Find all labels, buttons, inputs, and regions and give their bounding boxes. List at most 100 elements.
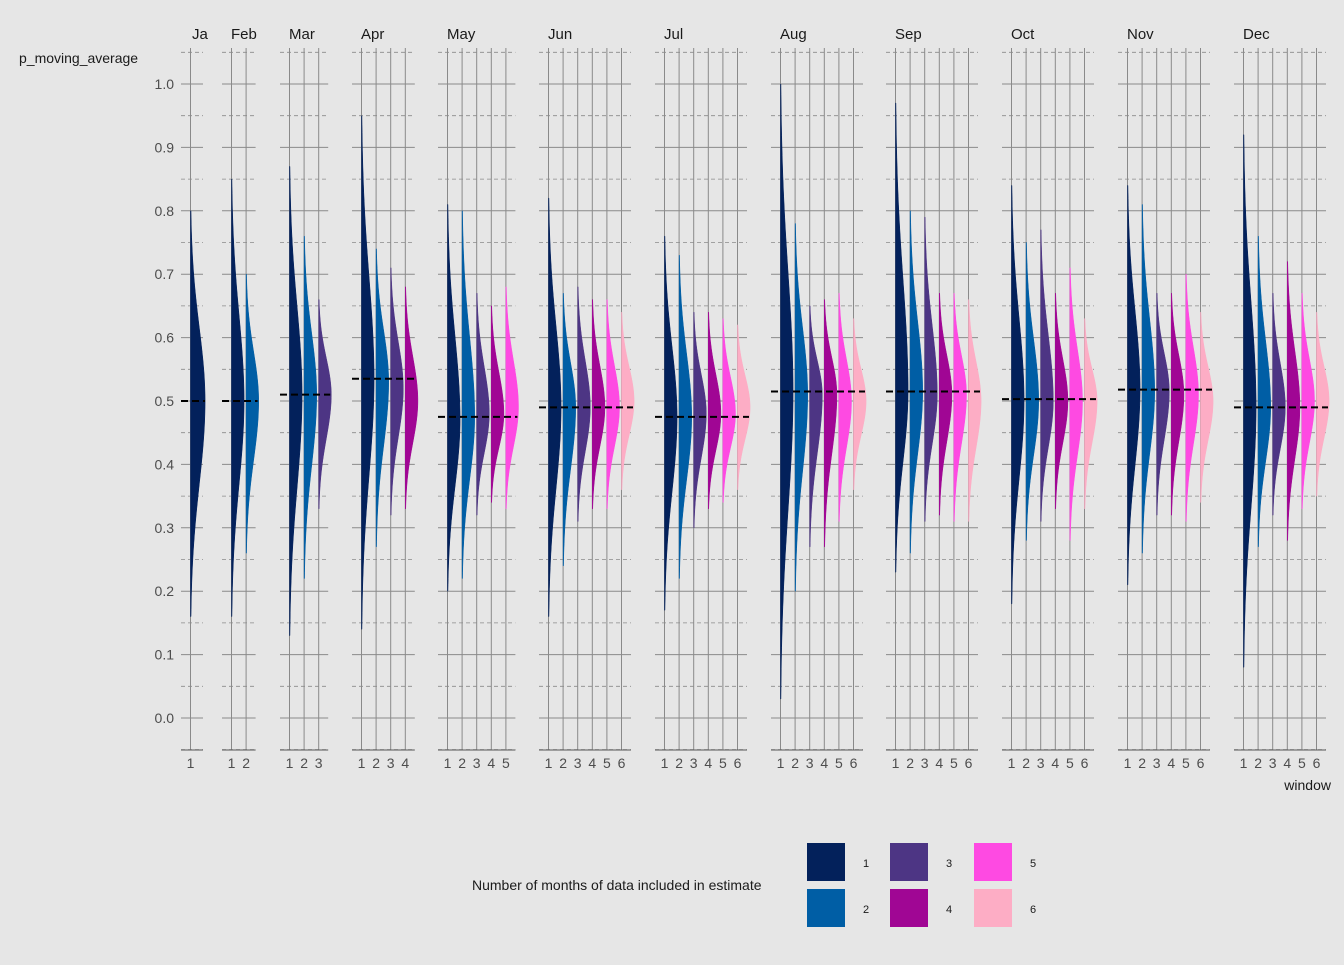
x-tick-label: 2 [458, 755, 466, 771]
facet-label: Aug [780, 26, 807, 43]
violin [895, 102, 909, 573]
x-tick-label: 1 [545, 755, 553, 771]
x-tick-label: 4 [1283, 755, 1291, 771]
x-tick-label: 2 [1138, 755, 1146, 771]
legend-item-label: 6 [1030, 904, 1036, 916]
violin [461, 210, 475, 579]
x-tick-label: 1 [1240, 755, 1248, 771]
violin [838, 292, 852, 522]
legend-key [974, 843, 1012, 881]
violin [231, 178, 245, 617]
legend-item-label: 4 [946, 904, 952, 916]
violin [924, 216, 938, 522]
x-tick-label: 5 [603, 755, 611, 771]
violin [1069, 267, 1083, 541]
violin [1141, 204, 1155, 554]
x-tick-label: 1 [1124, 755, 1132, 771]
x-tick-label: 2 [791, 755, 799, 771]
violin [361, 115, 375, 630]
facet-panel [222, 48, 256, 751]
x-tick-label: 4 [1167, 755, 1175, 771]
x-tick-label: 4 [487, 755, 495, 771]
x-tick-label: 5 [502, 755, 510, 771]
violin [1243, 134, 1257, 668]
reference-lines [181, 377, 1328, 418]
violin [664, 235, 678, 611]
violin [1316, 311, 1330, 497]
facet-label: Feb [231, 26, 257, 43]
violin [722, 318, 736, 503]
x-tick-label: 2 [300, 755, 308, 771]
x-tick-label: 3 [806, 755, 814, 771]
legend: Number of months of data included in est… [472, 843, 1036, 927]
violin [303, 235, 317, 579]
violin [708, 311, 722, 510]
violin [1025, 242, 1039, 541]
x-tick-label: 5 [1298, 755, 1306, 771]
violin [794, 223, 808, 592]
x-tick-label: 2 [1254, 755, 1262, 771]
violin [577, 286, 591, 522]
violin [1301, 292, 1315, 510]
legend-key [974, 889, 1012, 927]
y-tick-label: 0.4 [155, 456, 175, 472]
violin [939, 292, 953, 516]
violin [190, 210, 206, 617]
facet-label: Sep [895, 26, 922, 43]
y-tick-label: 0.1 [155, 647, 175, 663]
violin [491, 305, 505, 503]
legend-key [807, 889, 845, 927]
violin [737, 324, 751, 491]
violin [824, 299, 838, 548]
x-tick-label: 2 [242, 755, 250, 771]
y-tick-label: 0.0 [155, 710, 175, 726]
y-tick-label: 0.5 [155, 393, 175, 409]
x-tick-label: 3 [1153, 755, 1161, 771]
x-tick-label: 1 [661, 755, 669, 771]
legend-item-label: 2 [863, 904, 869, 916]
x-tick-label: 2 [372, 755, 380, 771]
legend-key [890, 889, 928, 927]
violin [562, 292, 576, 567]
violin [909, 210, 923, 554]
violin [447, 204, 461, 592]
violin [505, 286, 519, 510]
violin [1040, 229, 1054, 522]
x-tick-label: 6 [1313, 755, 1321, 771]
x-tick-label: 3 [1269, 755, 1277, 771]
x-tick-label: 5 [719, 755, 727, 771]
violin [318, 299, 332, 510]
x-tick-label: 2 [906, 755, 914, 771]
x-tick-label: 1 [228, 755, 236, 771]
violin [968, 299, 982, 522]
legend-item-label: 5 [1030, 858, 1036, 870]
violin [1287, 261, 1301, 541]
x-tick-label: 4 [935, 755, 943, 771]
x-tick-label: 4 [704, 755, 712, 771]
violin [678, 254, 692, 579]
x-tick-label: 3 [1037, 755, 1045, 771]
x-tick-label: 1 [1008, 755, 1016, 771]
violin [1200, 311, 1214, 503]
x-tick-label: 4 [820, 755, 828, 771]
x-tick-label: 4 [401, 755, 409, 771]
x-tick-label: 1 [286, 755, 294, 771]
violin [853, 318, 867, 491]
x-tick-label: 6 [734, 755, 742, 771]
x-tick-label: 2 [675, 755, 683, 771]
axis-layer: 0.0 0.1 0.2 0.3 0.4 0.5 0.6 0.7 0.8 0.9 1.0 Ja 1 Feb 1… [155, 26, 1321, 771]
violin [1171, 292, 1185, 516]
violin [809, 305, 823, 548]
x-tick-label: 3 [921, 755, 929, 771]
x-tick-label: 6 [1081, 755, 1089, 771]
x-tick-label: 5 [1066, 755, 1074, 771]
y-axis-label: p_moving_average [19, 50, 138, 66]
violin [1055, 292, 1069, 510]
facet-label: Oct [1011, 26, 1035, 43]
violin [375, 248, 389, 548]
y-tick-label: 0.7 [155, 266, 175, 282]
x-tick-label: 1 [892, 755, 900, 771]
y-tick-label: 0.3 [155, 520, 175, 536]
